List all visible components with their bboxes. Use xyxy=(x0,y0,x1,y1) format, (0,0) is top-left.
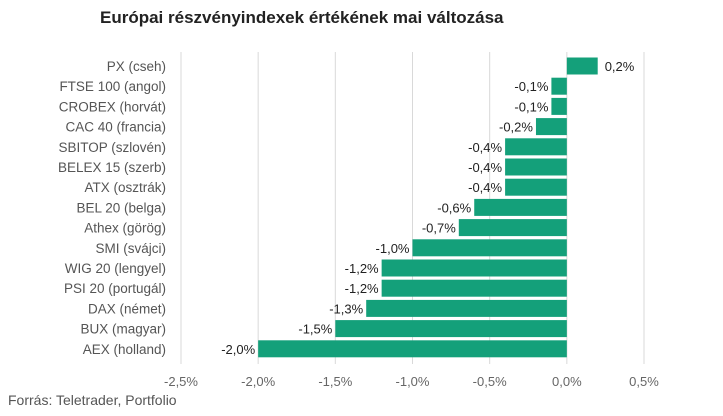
category-label: SMI (svájci) xyxy=(96,241,167,256)
bar xyxy=(381,259,567,277)
data-label: -0,4% xyxy=(468,140,502,155)
chart-source: Forrás: Teletrader, Portfolio xyxy=(8,392,177,408)
data-label: -0,1% xyxy=(514,99,548,114)
category-label: BELEX 15 (szerb) xyxy=(58,160,166,175)
bar xyxy=(458,219,567,237)
data-label: -0,1% xyxy=(514,79,548,94)
gridlines xyxy=(180,52,645,364)
category-label: PX (cseh) xyxy=(107,59,166,74)
x-tick-label: -0,5% xyxy=(473,374,507,389)
x-tick-label: 0,5% xyxy=(629,374,659,389)
bar xyxy=(551,77,567,95)
bar xyxy=(505,178,567,196)
category-label: PSI 20 (portugál) xyxy=(64,281,166,296)
category-label: FTSE 100 (angol) xyxy=(59,79,166,94)
data-label: -0,4% xyxy=(468,160,502,175)
data-label: -0,4% xyxy=(468,180,502,195)
bar xyxy=(566,57,598,75)
category-label: SBITOP (szlovén) xyxy=(58,140,166,155)
category-label: CROBEX (horvát) xyxy=(59,99,166,114)
category-label: BUX (magyar) xyxy=(80,322,166,337)
bar xyxy=(551,97,567,115)
data-label: -0,2% xyxy=(499,120,533,135)
category-label: ATX (osztrák) xyxy=(84,180,166,195)
category-label: DAX (német) xyxy=(88,301,166,316)
x-tick-label: -1,5% xyxy=(318,374,352,389)
data-label: -0,7% xyxy=(422,221,456,236)
labels: PX (cseh) 0,2% FTSE 100 (angol) -0,1% CROBEX… xyxy=(58,59,635,357)
bar xyxy=(474,198,567,216)
bar xyxy=(335,320,567,338)
x-tick-label: 0,0% xyxy=(552,374,582,389)
data-label: -2,0% xyxy=(221,342,255,357)
x-axis-ticks: -2,5% -2,0% -1,5% -1,0% -0,5% 0,0% 0,5% xyxy=(164,374,659,389)
data-label: -0,6% xyxy=(437,200,471,215)
bar xyxy=(366,299,567,317)
bar xyxy=(505,158,567,176)
chart-title: Európai részvényindexek értékének mai vá… xyxy=(100,8,504,27)
bar xyxy=(535,118,567,136)
bar xyxy=(258,340,567,358)
x-tick-label: -1,0% xyxy=(396,374,430,389)
category-label: WIG 20 (lengyel) xyxy=(65,261,166,276)
bar xyxy=(381,279,567,297)
bar xyxy=(412,239,567,257)
data-label: -1,3% xyxy=(329,301,363,316)
bar xyxy=(505,138,567,156)
category-label: CAC 40 (francia) xyxy=(65,120,166,135)
data-label: -1,5% xyxy=(298,322,332,337)
bars xyxy=(258,57,598,358)
data-label: -1,0% xyxy=(376,241,410,256)
data-label: 0,2% xyxy=(605,59,635,74)
x-tick-label: -2,0% xyxy=(241,374,275,389)
data-label: -1,2% xyxy=(345,281,379,296)
data-label: -1,2% xyxy=(345,261,379,276)
category-label: Athex (görög) xyxy=(84,221,166,236)
category-label: BEL 20 (belga) xyxy=(76,200,166,215)
category-label: AEX (holland) xyxy=(83,342,166,357)
x-tick-label: -2,5% xyxy=(164,374,198,389)
